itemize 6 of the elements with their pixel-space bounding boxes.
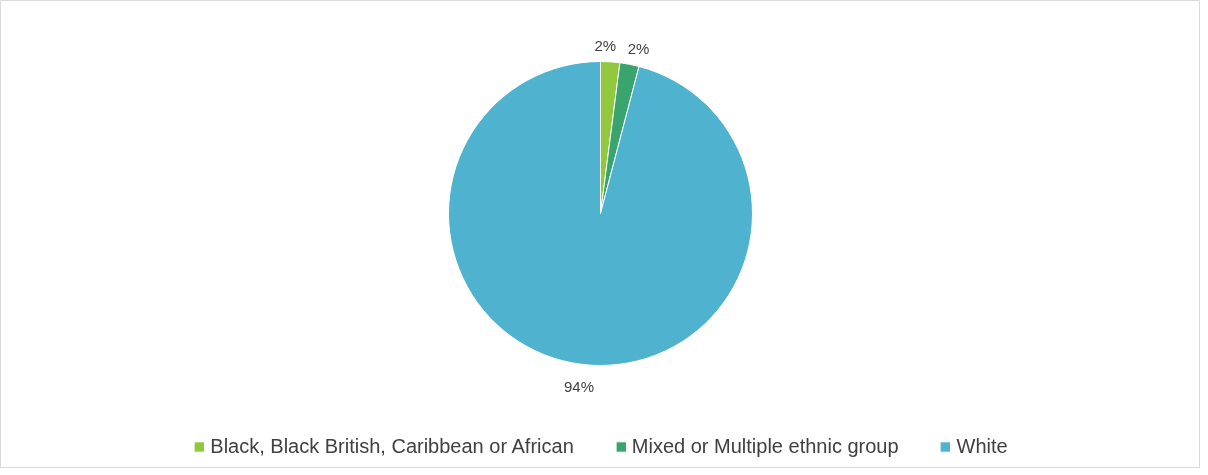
data-label: 2% bbox=[627, 40, 650, 58]
legend-label: White bbox=[956, 435, 1008, 458]
data-label: 2% bbox=[594, 37, 617, 55]
data-label: 94% bbox=[564, 377, 595, 395]
legend-label: Black, Black British, Caribbean or African bbox=[210, 435, 574, 458]
legend-label: Mixed or Multiple ethnic group bbox=[631, 435, 899, 458]
